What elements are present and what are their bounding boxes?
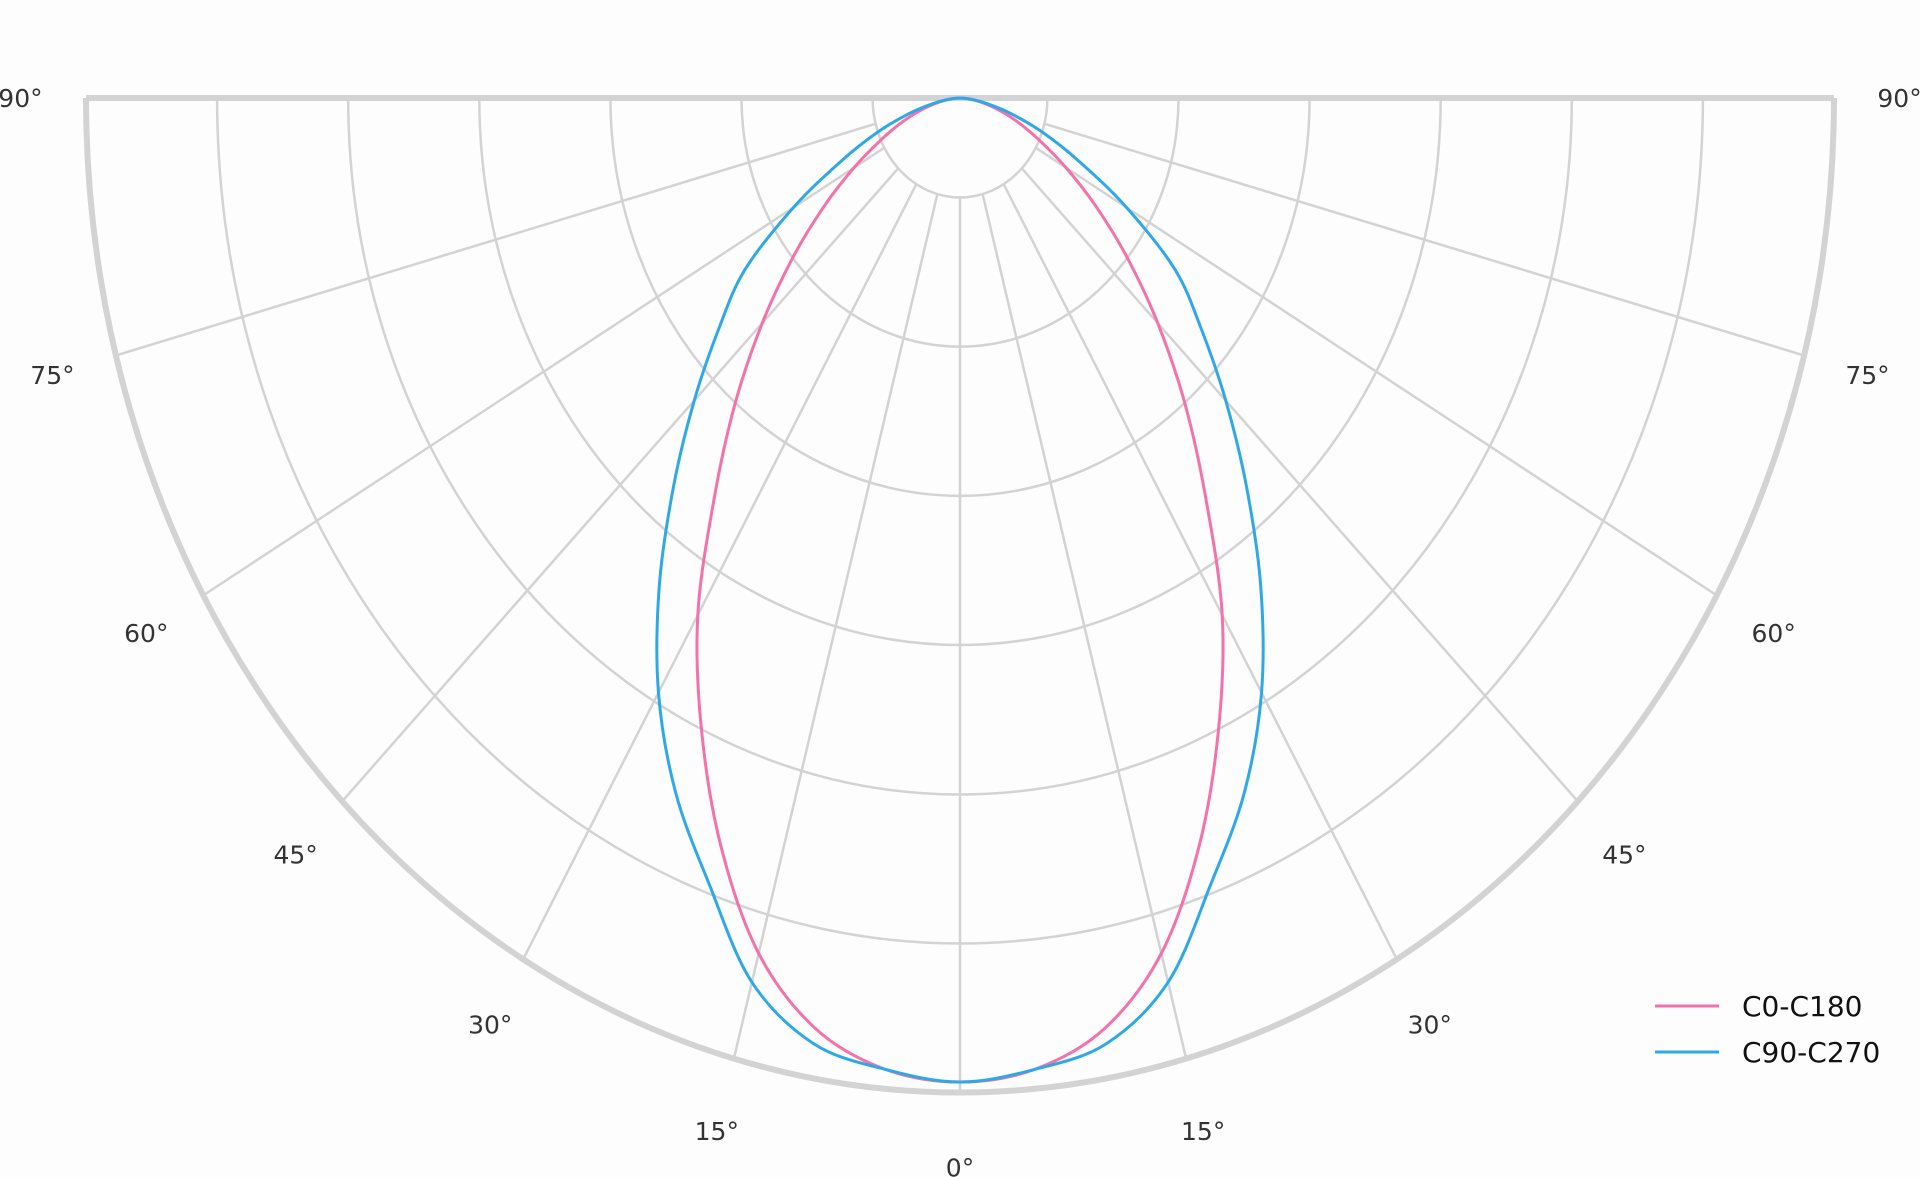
- series-curve-c90-c270: [655, 96, 1265, 1084]
- angle-tick-label: 30°: [468, 1010, 512, 1039]
- intensity-curves: [655, 96, 1265, 1084]
- angle-tick-label: 75°: [1845, 361, 1889, 390]
- grid-spoke: [981, 193, 1188, 1060]
- grid-spoke: [521, 183, 918, 961]
- grid-spoke: [732, 193, 939, 1060]
- angle-tick-label: 90°: [1877, 84, 1920, 113]
- angle-tick-label: 15°: [695, 1117, 739, 1146]
- angle-tick-label: 45°: [273, 840, 317, 869]
- grid-spoke: [1002, 183, 1399, 961]
- angle-tick-label: 0°: [946, 1154, 974, 1177]
- grid-spoke: [115, 122, 876, 357]
- angle-tick-label: 75°: [30, 361, 74, 390]
- angle-tick-label: 60°: [124, 619, 168, 648]
- grid-spoke: [1035, 146, 1718, 597]
- grid-spoke: [341, 167, 900, 803]
- grid-ring: [871, 97, 1049, 199]
- grid-spoke: [1044, 122, 1805, 357]
- grid-spoke: [202, 146, 885, 597]
- angle-tick-labels: 0° 15° 15° 30° 30° 45° 45° 60° 60° 75° 75° 90° 90°: [0, 84, 1920, 1177]
- angle-tick-label: 30°: [1408, 1010, 1452, 1039]
- angle-tick-label: 15°: [1181, 1117, 1225, 1146]
- angle-tick-label: 60°: [1752, 619, 1796, 648]
- legend-label-c90-c270: C90-C270: [1742, 1036, 1880, 1069]
- grid-spoke: [1020, 167, 1579, 803]
- legend: C0-C180 C90-C270: [1655, 990, 1880, 1069]
- angle-tick-label: 45°: [1602, 840, 1646, 869]
- angle-tick-label: 90°: [0, 84, 43, 113]
- legend-label-c0-c180: C0-C180: [1742, 990, 1862, 1023]
- polar-grid: [83, 95, 1837, 1096]
